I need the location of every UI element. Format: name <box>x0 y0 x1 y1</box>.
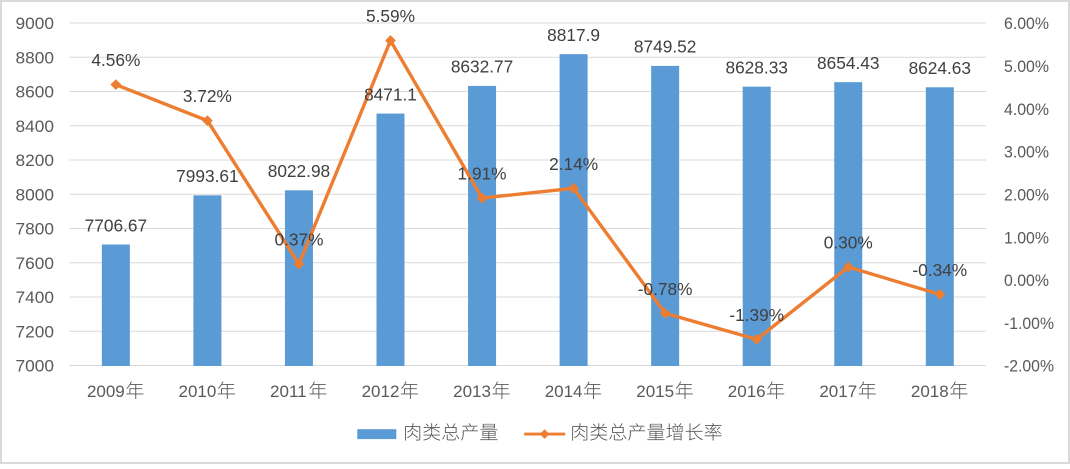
svg-text:-1.39%: -1.39% <box>729 305 784 325</box>
svg-text:2011: 2011 <box>270 382 307 401</box>
svg-text:2013: 2013 <box>453 382 491 401</box>
svg-text:-0.34%: -0.34% <box>912 260 967 280</box>
svg-text:3.00%: 3.00% <box>1004 143 1049 162</box>
svg-text:2012: 2012 <box>362 382 400 401</box>
svg-text:6.00%: 6.00% <box>1004 14 1049 33</box>
svg-text:8600: 8600 <box>16 83 55 102</box>
svg-text:2.14%: 2.14% <box>549 154 598 174</box>
svg-text:2.00%: 2.00% <box>1004 185 1049 204</box>
svg-text:2017: 2017 <box>819 382 857 401</box>
svg-text:1.91%: 1.91% <box>458 164 507 184</box>
svg-text:2015: 2015 <box>636 382 674 401</box>
svg-text:5.00%: 5.00% <box>1004 57 1049 76</box>
svg-text:-0.78%: -0.78% <box>638 279 693 299</box>
svg-text:2018: 2018 <box>911 382 949 401</box>
svg-text:4.00%: 4.00% <box>1004 100 1049 119</box>
svg-text:2009: 2009 <box>87 382 125 401</box>
svg-text:2016: 2016 <box>728 382 766 401</box>
svg-text:-1.00%: -1.00% <box>1004 314 1054 333</box>
svg-text:8817.9: 8817.9 <box>547 25 600 45</box>
svg-text:8624.63: 8624.63 <box>909 58 971 78</box>
svg-text:2014: 2014 <box>545 382 583 401</box>
svg-text:8000: 8000 <box>16 185 55 204</box>
svg-text:8022.98: 8022.98 <box>268 161 330 181</box>
svg-text:8471.1: 8471.1 <box>364 84 417 104</box>
svg-text:-2.00%: -2.00% <box>1004 357 1054 376</box>
svg-text:8200: 8200 <box>16 151 55 170</box>
svg-text:7800: 7800 <box>16 220 55 239</box>
svg-text:7600: 7600 <box>16 254 55 273</box>
svg-text:7200: 7200 <box>16 322 55 341</box>
svg-text:7706.67: 7706.67 <box>85 215 147 235</box>
svg-text:1.00%: 1.00% <box>1004 228 1049 247</box>
svg-text:7000: 7000 <box>16 357 55 376</box>
svg-text:7993.61: 7993.61 <box>176 166 238 186</box>
svg-text:8749.52: 8749.52 <box>634 37 696 57</box>
svg-text:0.00%: 0.00% <box>1004 271 1049 290</box>
svg-text:0.37%: 0.37% <box>274 230 323 250</box>
svg-text:8400: 8400 <box>16 117 55 136</box>
svg-text:8800: 8800 <box>16 48 55 67</box>
svg-text:5.59%: 5.59% <box>366 6 415 26</box>
svg-text:3.72%: 3.72% <box>183 86 232 106</box>
svg-text:2010: 2010 <box>179 382 217 401</box>
svg-text:7400: 7400 <box>16 288 55 307</box>
svg-text:8628.33: 8628.33 <box>725 57 787 77</box>
svg-text:0.30%: 0.30% <box>824 233 873 253</box>
svg-text:8654.43: 8654.43 <box>817 53 879 73</box>
svg-text:9000: 9000 <box>16 14 55 33</box>
svg-text:4.56%: 4.56% <box>91 50 140 70</box>
svg-text:8632.77: 8632.77 <box>451 57 513 77</box>
